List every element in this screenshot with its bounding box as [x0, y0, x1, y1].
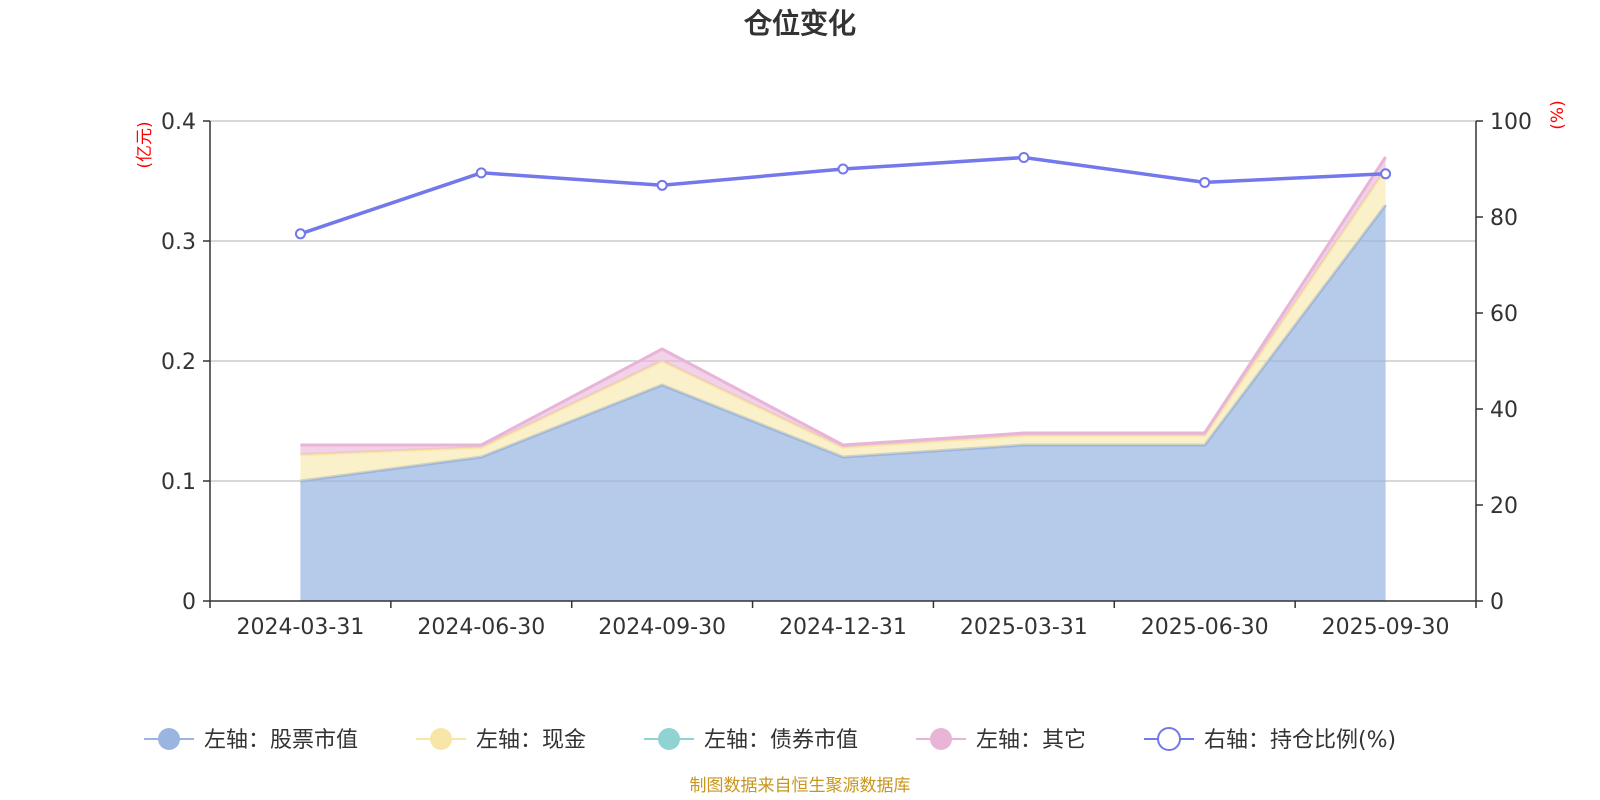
line-point[interactable]: [837, 163, 849, 175]
legend-hollow-circle-icon: [1157, 727, 1181, 751]
axes: 0 0.1 0.2 0.3 0.4 0 20 40 60 80 100 2024-03-31 2024-…: [161, 110, 1532, 640]
legend-item-3[interactable]: 左轴：其它: [916, 728, 1086, 753]
legend-item-1[interactable]: 左轴：现金: [416, 728, 586, 753]
line-point[interactable]: [475, 167, 487, 179]
right-axis-tick-label: 80: [1490, 206, 1518, 231]
legend-item-4[interactable]: 右轴：持仓比例(%): [1144, 727, 1396, 753]
line-point[interactable]: [1199, 176, 1211, 188]
x-axis-tick-label: 2025-09-30: [1322, 615, 1450, 640]
legend-label: 左轴：现金: [476, 728, 586, 753]
legend-label: 右轴：持仓比例(%): [1204, 728, 1396, 753]
x-axis-tick-label: 2024-06-30: [417, 615, 545, 640]
line-point[interactable]: [656, 179, 668, 191]
left-axis-unit: (亿元): [135, 121, 155, 168]
area-series-0: [300, 205, 1386, 601]
right-axis-tick-label: 20: [1490, 494, 1518, 519]
source-note: 制图数据来自恒生聚源数据库: [690, 776, 911, 796]
left-axis-tick-label: 0.1: [161, 470, 196, 495]
right-axis-tick-label: 0: [1490, 590, 1504, 615]
stacked-areas: [300, 156, 1387, 601]
legend-item-2[interactable]: 左轴：债券市值: [644, 728, 858, 753]
x-axis-tick-label: 2024-09-30: [598, 615, 726, 640]
x-axis-tick-label: 2024-03-31: [236, 615, 364, 640]
left-axis-tick-label: 0.2: [161, 350, 196, 375]
legend-circle-icon: [658, 728, 680, 750]
left-axis-tick-label: 0.4: [161, 110, 196, 135]
holding-ratio-line: [294, 151, 1392, 240]
right-axis-tick-label: 100: [1490, 110, 1532, 135]
legend-label: 左轴：股票市值: [204, 728, 358, 753]
line-point[interactable]: [294, 228, 306, 240]
legend-item-0[interactable]: 左轴：股票市值: [144, 728, 358, 753]
left-axis-tick-label: 0: [182, 590, 196, 615]
x-axis-tick-label: 2025-03-31: [960, 615, 1088, 640]
legend-circle-icon: [430, 728, 452, 750]
chart-title: 仓位变化: [744, 7, 856, 40]
line-point[interactable]: [1380, 168, 1392, 180]
legend-label: 左轴：其它: [976, 728, 1086, 753]
right-axis-tick-label: 60: [1490, 302, 1518, 327]
x-axis-tick-label: 2025-06-30: [1141, 615, 1269, 640]
legend-circle-icon: [158, 728, 180, 750]
line-point[interactable]: [1018, 151, 1030, 163]
legend[interactable]: 左轴：股票市值 左轴：现金 左轴：债券市值 左轴：其它 右轴：持仓比例(%): [144, 727, 1396, 753]
right-axis-unit: (%): [1548, 100, 1568, 129]
legend-circle-icon: [930, 728, 952, 750]
x-axis-tick-label: 2024-12-31: [779, 615, 907, 640]
left-axis-tick-label: 0.3: [161, 230, 196, 255]
area-series-3-edge: [300, 156, 1387, 447]
legend-label: 左轴：债券市值: [704, 728, 858, 753]
right-axis-tick-label: 40: [1490, 398, 1518, 423]
